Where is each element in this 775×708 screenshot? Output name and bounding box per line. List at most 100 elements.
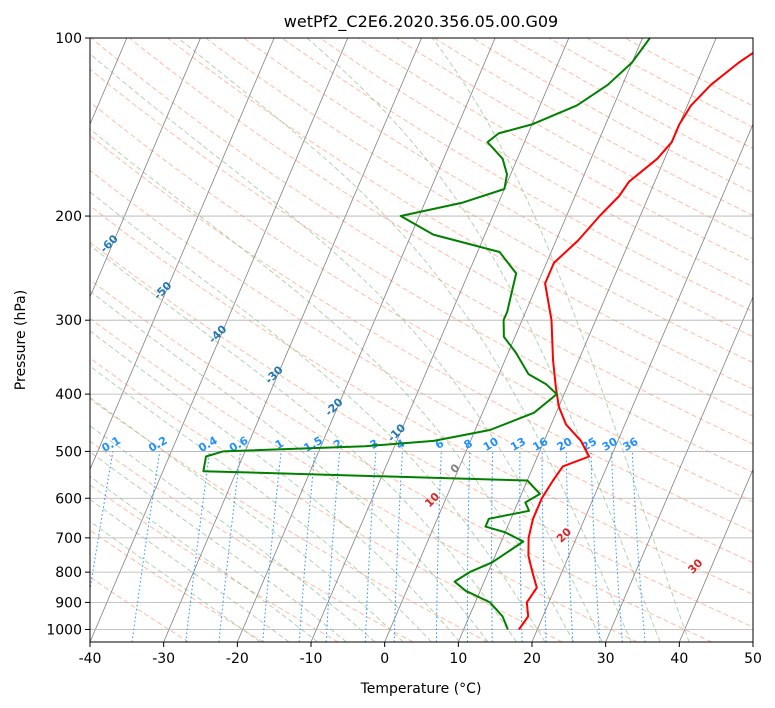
dry-adiabat-line [586,38,753,128]
isotherm-label: -80 [0,136,14,159]
moist-adiabat-line [90,191,546,642]
isotherm-line [236,38,496,642]
dry-adiabat-line [90,398,488,642]
dry-adiabat-line [129,38,753,417]
x-tick-label: 10 [449,651,467,667]
chart-title: wetPf2_C2E6.2020.356.05.00.G09 [284,12,558,32]
x-tick-label: 40 [670,651,688,667]
y-tick-label: 900 [55,595,82,611]
x-tick-label: 20 [523,651,541,667]
x-tick-label: 50 [744,651,762,667]
dry-adiabat-line [510,38,753,172]
dry-adiabat-line [548,38,753,150]
dry-adiabat-label: 20 [554,525,574,545]
moist-adiabat-line [306,38,661,642]
profiles [202,38,753,631]
mixing-ratio-label: 16 [530,435,550,454]
moist-adiabat-line [90,475,319,642]
y-tick-label: 200 [55,209,82,225]
dry-adiabat-line [205,38,753,364]
moist-adiabat-line [90,53,603,642]
mixing-ratio-label: 36 [621,435,641,454]
isotherm-line [605,295,753,642]
dry-adiabat-line [90,135,753,533]
x-tick-label: 0 [380,651,389,667]
dry-adiabat-line [167,38,753,390]
dry-adiabat-line [90,279,712,642]
y-tick-label: 300 [55,313,82,329]
isotherm-label: -50 [151,279,174,302]
isotherm-label: -40 [206,322,229,345]
dry-adiabat-line [90,440,414,642]
x-tick-label: -30 [152,651,175,667]
moist-adiabat-line [177,38,632,642]
mixing-ratio-label: 30 [600,435,620,454]
mixing-ratio-line [565,451,574,642]
isotherm-label: 0 [448,461,463,476]
moist-adiabat-line [90,365,432,642]
y-axis: 100 200 300 400 500 600 700 800 900 1000 [46,31,90,638]
dry-adiabat-line [90,205,753,595]
mixing-ratio-line [218,451,241,642]
isotherm-line [90,38,349,642]
dewpoint-profile [202,38,651,630]
y-tick-label: 400 [55,387,82,403]
mixing-ratio-line [364,451,377,642]
dry-adiabat-line [472,38,753,194]
temperature-profile [518,51,753,631]
moist-adiabat-line [90,425,376,642]
mixing-ratio-label: 20 [555,435,575,454]
x-tick-label: 30 [597,651,615,667]
background-lines [90,38,753,642]
y-tick-label: 100 [55,31,82,47]
isotherm-line [310,38,570,642]
y-tick-label: 500 [55,444,82,460]
isotherm-line [678,468,753,642]
dry-adiabat-line [90,38,753,445]
dry-adiabat-line [90,484,339,642]
dry-adiabat-line [90,241,753,628]
dry-adiabat-line [90,529,264,642]
isotherm-line [752,640,753,642]
mixing-ratio-line [590,451,601,642]
y-tick-label: 600 [55,491,82,507]
isotherm-line [531,123,753,642]
mixing-ratio-line [611,451,623,642]
isotherm-label: -20 [322,395,345,418]
y-tick-label: 1000 [46,622,82,638]
mixing-ratio-line [435,451,442,642]
mixing-ratio-line [185,451,211,642]
dry-adiabat-line [434,38,753,217]
isotherm-line [163,38,422,642]
mixing-ratio-label: 13 [508,435,528,454]
x-axis-label: Temperature (°C) [360,681,482,697]
dry-adiabat-line [90,68,753,474]
isotherm-label: -60 [98,232,121,255]
isotherm-line [90,38,201,298]
plot-frame [89,37,754,643]
dry-adiabat-label: 30 [685,556,705,576]
mixing-ratio-line [90,451,114,593]
dry-adiabat-line [90,169,753,564]
dry-adiabat-line [90,317,638,642]
moist-adiabat-line [90,396,404,642]
moist-adiabat-line [90,498,290,642]
y-axis-label: Pressure (hPa) [13,290,29,390]
isotherm-label: -70 [48,175,71,198]
isotherm-label: -30 [263,363,286,386]
mixing-ratio-line [298,451,316,642]
x-tick-label: -10 [300,651,323,667]
moist-adiabat-line [431,38,690,642]
moist-adiabat-line [90,330,461,642]
dry-adiabat-line [357,38,753,264]
mixing-ratio-line [262,451,282,642]
moist-adiabat-line [90,290,489,642]
mixing-ratio-line [466,451,471,642]
x-tick-label: -20 [226,651,249,667]
mixing-ratio-line [131,451,161,642]
x-tick-label: -40 [79,651,102,667]
dry-adiabat-line [396,38,753,240]
isotherm-line [90,38,275,471]
y-tick-label: 800 [55,565,82,581]
